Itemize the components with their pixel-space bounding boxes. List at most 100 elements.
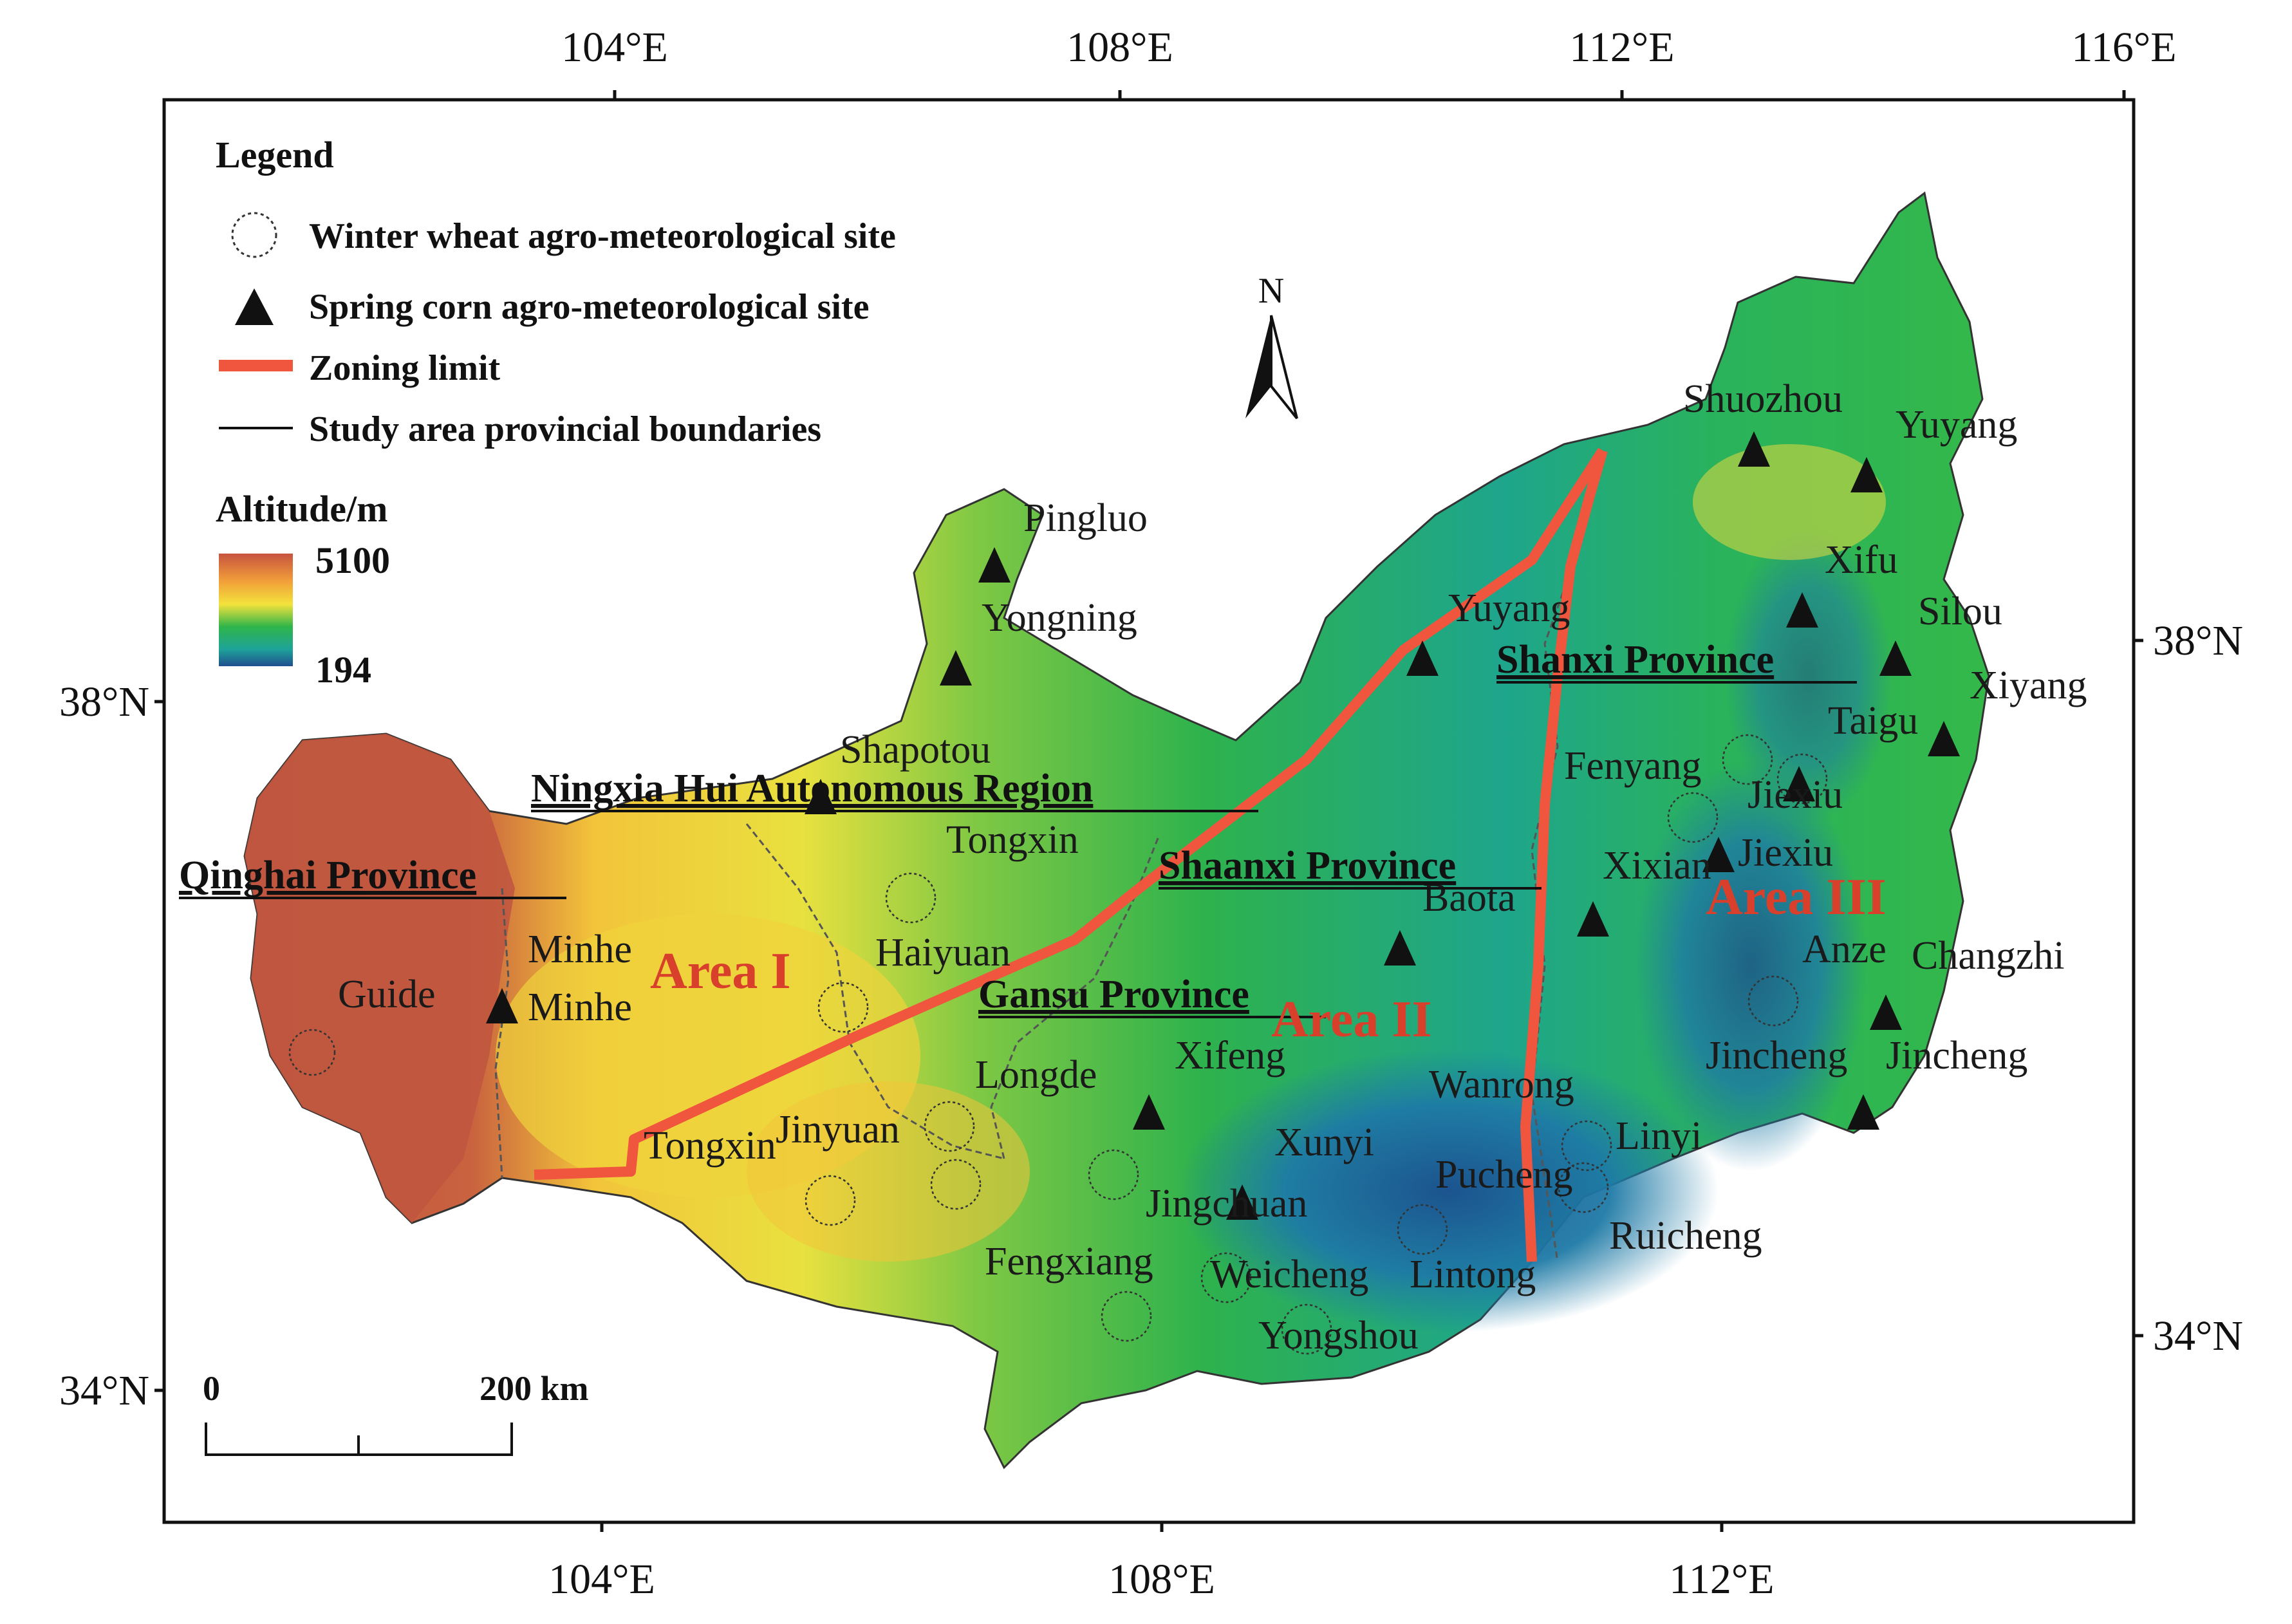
spring-corn-site-baota xyxy=(1384,930,1416,966)
site-label: Tongxin xyxy=(946,818,1079,862)
site-label: Longde xyxy=(975,1053,1097,1097)
winter-wheat-site xyxy=(930,1159,982,1210)
site-label: Jincheng xyxy=(1886,1034,2027,1078)
top-lon-label-116: 116°E xyxy=(2071,24,2176,71)
spring-corn-site-xifu xyxy=(1786,592,1818,628)
winter-wheat-site xyxy=(1558,1162,1609,1213)
north-arrow-icon xyxy=(1245,315,1271,418)
site-label: Jiexiu xyxy=(1747,773,1843,817)
site-label: Yuyang xyxy=(1448,586,1570,630)
province-label-qinghai: Qinghai Province xyxy=(179,854,476,897)
site-label: Pingluo xyxy=(1023,496,1148,540)
site-label: Xixian xyxy=(1603,844,1711,888)
site-label: Fengxiang xyxy=(985,1240,1153,1283)
site-label: Jingchuan xyxy=(1146,1182,1307,1226)
winter-wheat-site xyxy=(1200,1252,1252,1303)
site-label: Taigu xyxy=(1828,699,1918,743)
province-label-gansu: Gansu Province xyxy=(978,973,1249,1016)
winter-wheat-site xyxy=(805,1175,856,1226)
altitude-max: 5100 xyxy=(315,539,390,581)
area-label-2: Area II xyxy=(1271,991,1432,1048)
legend-winter-wheat: Winter wheat agro-meteorological site xyxy=(309,216,896,256)
top-lon-label-104: 104°E xyxy=(561,24,668,71)
province-label-ningxia: Ningxia Hui Autonomous Region xyxy=(531,767,1093,810)
winter-wheat-site xyxy=(1281,1303,1332,1355)
spring-corn-site-jingchuan xyxy=(1226,1184,1258,1220)
site-labels: Pingluo Yongning Shapotou Tongxin Haiyua… xyxy=(338,377,2087,1358)
winter-wheat-site xyxy=(817,982,869,1033)
spring-corn-site-taigu xyxy=(1928,721,1960,756)
spring-corn-site-changzhi xyxy=(1870,994,1902,1030)
spring-corn-site-shuozhou xyxy=(1738,431,1770,467)
spring-corn-site-jiexiu xyxy=(1783,766,1815,801)
bottom-lon-label-108: 108°E xyxy=(1108,1556,1215,1603)
left-lat-label-34: 34°N xyxy=(59,1367,149,1414)
winter-wheat-site xyxy=(1776,753,1828,805)
north-label: N xyxy=(1258,271,1284,311)
province-label-shanxi: Shanxi Province xyxy=(1496,638,1774,682)
right-lat-label-38: 38°N xyxy=(2153,617,2243,664)
winter-wheat-sites xyxy=(288,734,1828,1355)
site-label: Yuyang xyxy=(1896,403,2017,447)
area-label-3: Area III xyxy=(1706,869,1887,926)
winter-wheat-site xyxy=(288,1029,336,1076)
loess-plateau-high-2 xyxy=(747,1081,1030,1262)
spring-corn-site-jiexiu2 xyxy=(1702,837,1735,872)
winter-wheat-site xyxy=(885,872,936,924)
altitude-min: 194 xyxy=(315,649,371,691)
legend-spring-corn: Spring corn agro-meteorological site xyxy=(309,287,869,327)
left-lat-label-38: 38°N xyxy=(59,678,149,725)
winter-wheat-legend-symbol xyxy=(231,212,277,258)
zoning-limit-line-1 xyxy=(534,447,1607,1180)
winter-wheat-site xyxy=(1747,975,1799,1027)
north-arrow: N xyxy=(1245,271,1298,420)
spring-corn-site-yongning xyxy=(940,650,972,686)
zoning-limit-line-2 xyxy=(1520,449,1608,1262)
basin-lowland xyxy=(1178,1049,1719,1332)
area-label-1: Area I xyxy=(650,943,790,1000)
spring-corn-site-jincheng xyxy=(1847,1094,1879,1130)
site-label: Xifu xyxy=(1825,538,1898,582)
winter-wheat-site xyxy=(1101,1291,1152,1342)
scale-bar-line xyxy=(205,1423,513,1456)
taiyuan-basin xyxy=(1725,528,1892,824)
winter-wheat-site xyxy=(1561,1120,1612,1171)
winter-wheat-site xyxy=(1722,734,1773,785)
scale-start: 0 xyxy=(203,1369,220,1408)
legend-zoning-limit: Zoning limit xyxy=(309,348,501,388)
site-label: Xiyang xyxy=(1970,664,2087,707)
spring-corn-site-silou xyxy=(1879,640,1912,676)
site-label: Guide xyxy=(338,973,436,1016)
site-label: Minhe xyxy=(528,985,632,1029)
wutai-mountains xyxy=(1693,444,1886,560)
fen-river-lowland xyxy=(1635,760,1867,1171)
spring-corn-site-shapotou xyxy=(805,779,837,814)
site-label: Fenyang xyxy=(1564,744,1702,788)
winter-wheat-site xyxy=(1088,1149,1139,1200)
site-label: Jiexiu xyxy=(1738,831,1833,875)
site-label: Silou xyxy=(1918,590,2002,633)
bottom-lon-label-112: 112°E xyxy=(1669,1556,1774,1603)
spring-corn-site-pingluo xyxy=(978,547,1011,583)
site-label: Xifeng xyxy=(1175,1034,1285,1078)
site-label: Linyi xyxy=(1616,1114,1702,1158)
site-label: Lintong xyxy=(1410,1253,1536,1296)
site-label: Minhe xyxy=(528,928,632,971)
site-label: Wanrong xyxy=(1429,1063,1574,1106)
top-lon-label-108: 108°E xyxy=(1067,24,1173,71)
bottom-lon-label-104: 104°E xyxy=(548,1556,655,1603)
map-legend: Legend Winter wheat agro-meteorological … xyxy=(216,134,896,691)
spring-corn-legend-symbol xyxy=(235,288,274,325)
site-label: Jinyuan xyxy=(776,1108,900,1152)
spring-corn-site-xixian xyxy=(1577,901,1609,937)
right-lat-label-34: 34°N xyxy=(2153,1312,2243,1359)
qinghai-highland xyxy=(245,734,515,1223)
spring-corn-site-minhe xyxy=(486,988,518,1023)
site-label: Shapotou xyxy=(840,728,991,772)
area-labels: Area I Area II Area III xyxy=(650,869,1887,1048)
province-labels: Qinghai Province Ningxia Hui Autonomous … xyxy=(179,638,1857,1018)
scale-bar: 0 200 km xyxy=(203,1369,589,1456)
legend-title: Legend xyxy=(216,134,334,176)
north-arrow-icon-outline xyxy=(1270,315,1298,420)
